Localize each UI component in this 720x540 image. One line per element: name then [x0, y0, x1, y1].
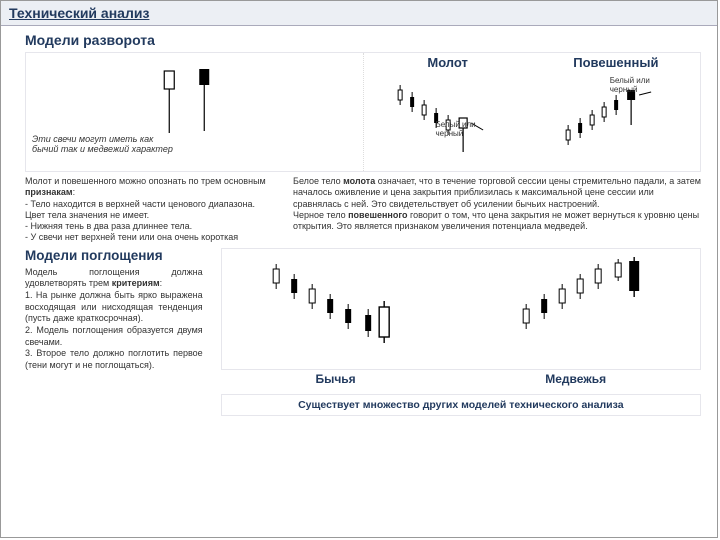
bullish-label: Бычья	[315, 372, 355, 386]
engulfing-description: Модель поглощения должна удовлетворять т…	[25, 267, 203, 372]
engulfing-diagram	[221, 248, 701, 370]
engulfing-models-heading: Модели поглощения	[25, 248, 203, 263]
bottom-note: Существует множество других моделей техн…	[221, 394, 701, 416]
reversal-models-heading: Модели разворота	[25, 32, 717, 48]
page-title: Технический анализ	[1, 1, 717, 26]
hammer-description: Молот и повешенного можно опознать по тр…	[25, 176, 275, 244]
hammer-title: Молот	[364, 55, 532, 70]
hammer-color-caption: Белый или черный	[436, 121, 486, 139]
body-color-description: Белое тело молота означает, что в течени…	[293, 176, 701, 244]
hammer-hanged-diagram: Эти свечи могут иметь как бычий так и ме…	[25, 52, 701, 172]
hanged-color-caption: Белый или черный	[610, 77, 660, 95]
bearish-label: Медвежья	[545, 372, 606, 386]
hanged-title: Повешенный	[532, 55, 700, 70]
left-caption: Эти свечи могут иметь как бычий так и ме…	[32, 135, 182, 155]
